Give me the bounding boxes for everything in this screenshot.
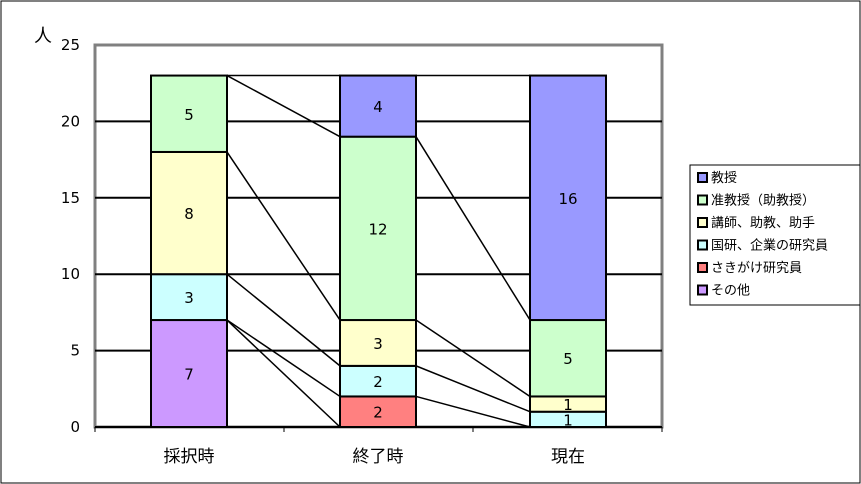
legend-swatch bbox=[697, 239, 708, 251]
data-label: 1 bbox=[563, 411, 573, 429]
x-category-label: 終了時 bbox=[353, 447, 404, 467]
bar-segment bbox=[529, 74, 607, 322]
x-category-label: 現在 bbox=[551, 447, 585, 467]
legend-label: その他 bbox=[711, 284, 750, 299]
legend-swatch bbox=[697, 194, 708, 206]
data-label: 4 bbox=[373, 98, 383, 116]
legend-label: 准教授（助教授） bbox=[711, 193, 815, 209]
series-connector-line bbox=[226, 151, 341, 321]
legend-swatch bbox=[697, 217, 708, 228]
legend-swatch bbox=[697, 262, 708, 273]
legend-swatch bbox=[697, 172, 708, 183]
legend-label: 教授 bbox=[711, 170, 737, 186]
data-label: 16 bbox=[558, 190, 577, 208]
series-connector-line bbox=[226, 273, 341, 367]
y-tick-label: 20 bbox=[61, 112, 80, 130]
bar-segment bbox=[529, 319, 607, 398]
y-tick-label: 15 bbox=[61, 189, 80, 207]
legend-label: 講師、助教、助手 bbox=[711, 215, 815, 231]
data-label: 1 bbox=[563, 396, 573, 414]
bar-segment bbox=[150, 74, 228, 153]
bar-segment bbox=[339, 319, 417, 367]
y-tick-label: 5 bbox=[70, 342, 80, 360]
data-label: 5 bbox=[563, 350, 573, 368]
bars: 7 3 8 5 2 2 3 12 4 11 5 16 bbox=[150, 74, 607, 429]
bar-segment bbox=[339, 74, 417, 138]
y-axis-unit-label: 人 bbox=[34, 26, 52, 47]
data-label: 8 bbox=[184, 205, 194, 223]
y-tick-label: 25 bbox=[61, 36, 80, 54]
series-connector-line bbox=[415, 365, 531, 413]
data-label: 12 bbox=[368, 220, 387, 238]
y-tick-label: 10 bbox=[61, 265, 80, 283]
legend-label: さきがけ研究員 bbox=[711, 261, 802, 276]
series-connector-lines bbox=[226, 74, 531, 428]
legend-label: 国研、企業の研究員 bbox=[711, 238, 828, 254]
data-label: 3 bbox=[184, 289, 194, 307]
x-category-label: 採択時 bbox=[164, 447, 215, 467]
data-label: 2 bbox=[373, 404, 383, 422]
bar-segment bbox=[339, 364, 417, 398]
x-axis-categories: 採択時 終了時 現在 bbox=[164, 447, 586, 467]
series-connector-line bbox=[415, 395, 531, 428]
data-label: 7 bbox=[184, 366, 194, 384]
data-label: 3 bbox=[373, 335, 383, 353]
y-tick-label: 0 bbox=[70, 418, 80, 436]
legend-box bbox=[689, 164, 861, 306]
y-axis-ticks: 0 5 10 15 20 25 bbox=[61, 36, 80, 436]
data-label: 2 bbox=[373, 373, 383, 391]
series-connector-line bbox=[415, 136, 531, 321]
series-connector-line bbox=[226, 319, 341, 398]
legend-swatch bbox=[697, 284, 708, 296]
data-label: 5 bbox=[184, 106, 194, 124]
series-connector-line bbox=[415, 319, 531, 398]
series-connector-line bbox=[226, 74, 341, 138]
series-connector-line bbox=[226, 319, 341, 428]
